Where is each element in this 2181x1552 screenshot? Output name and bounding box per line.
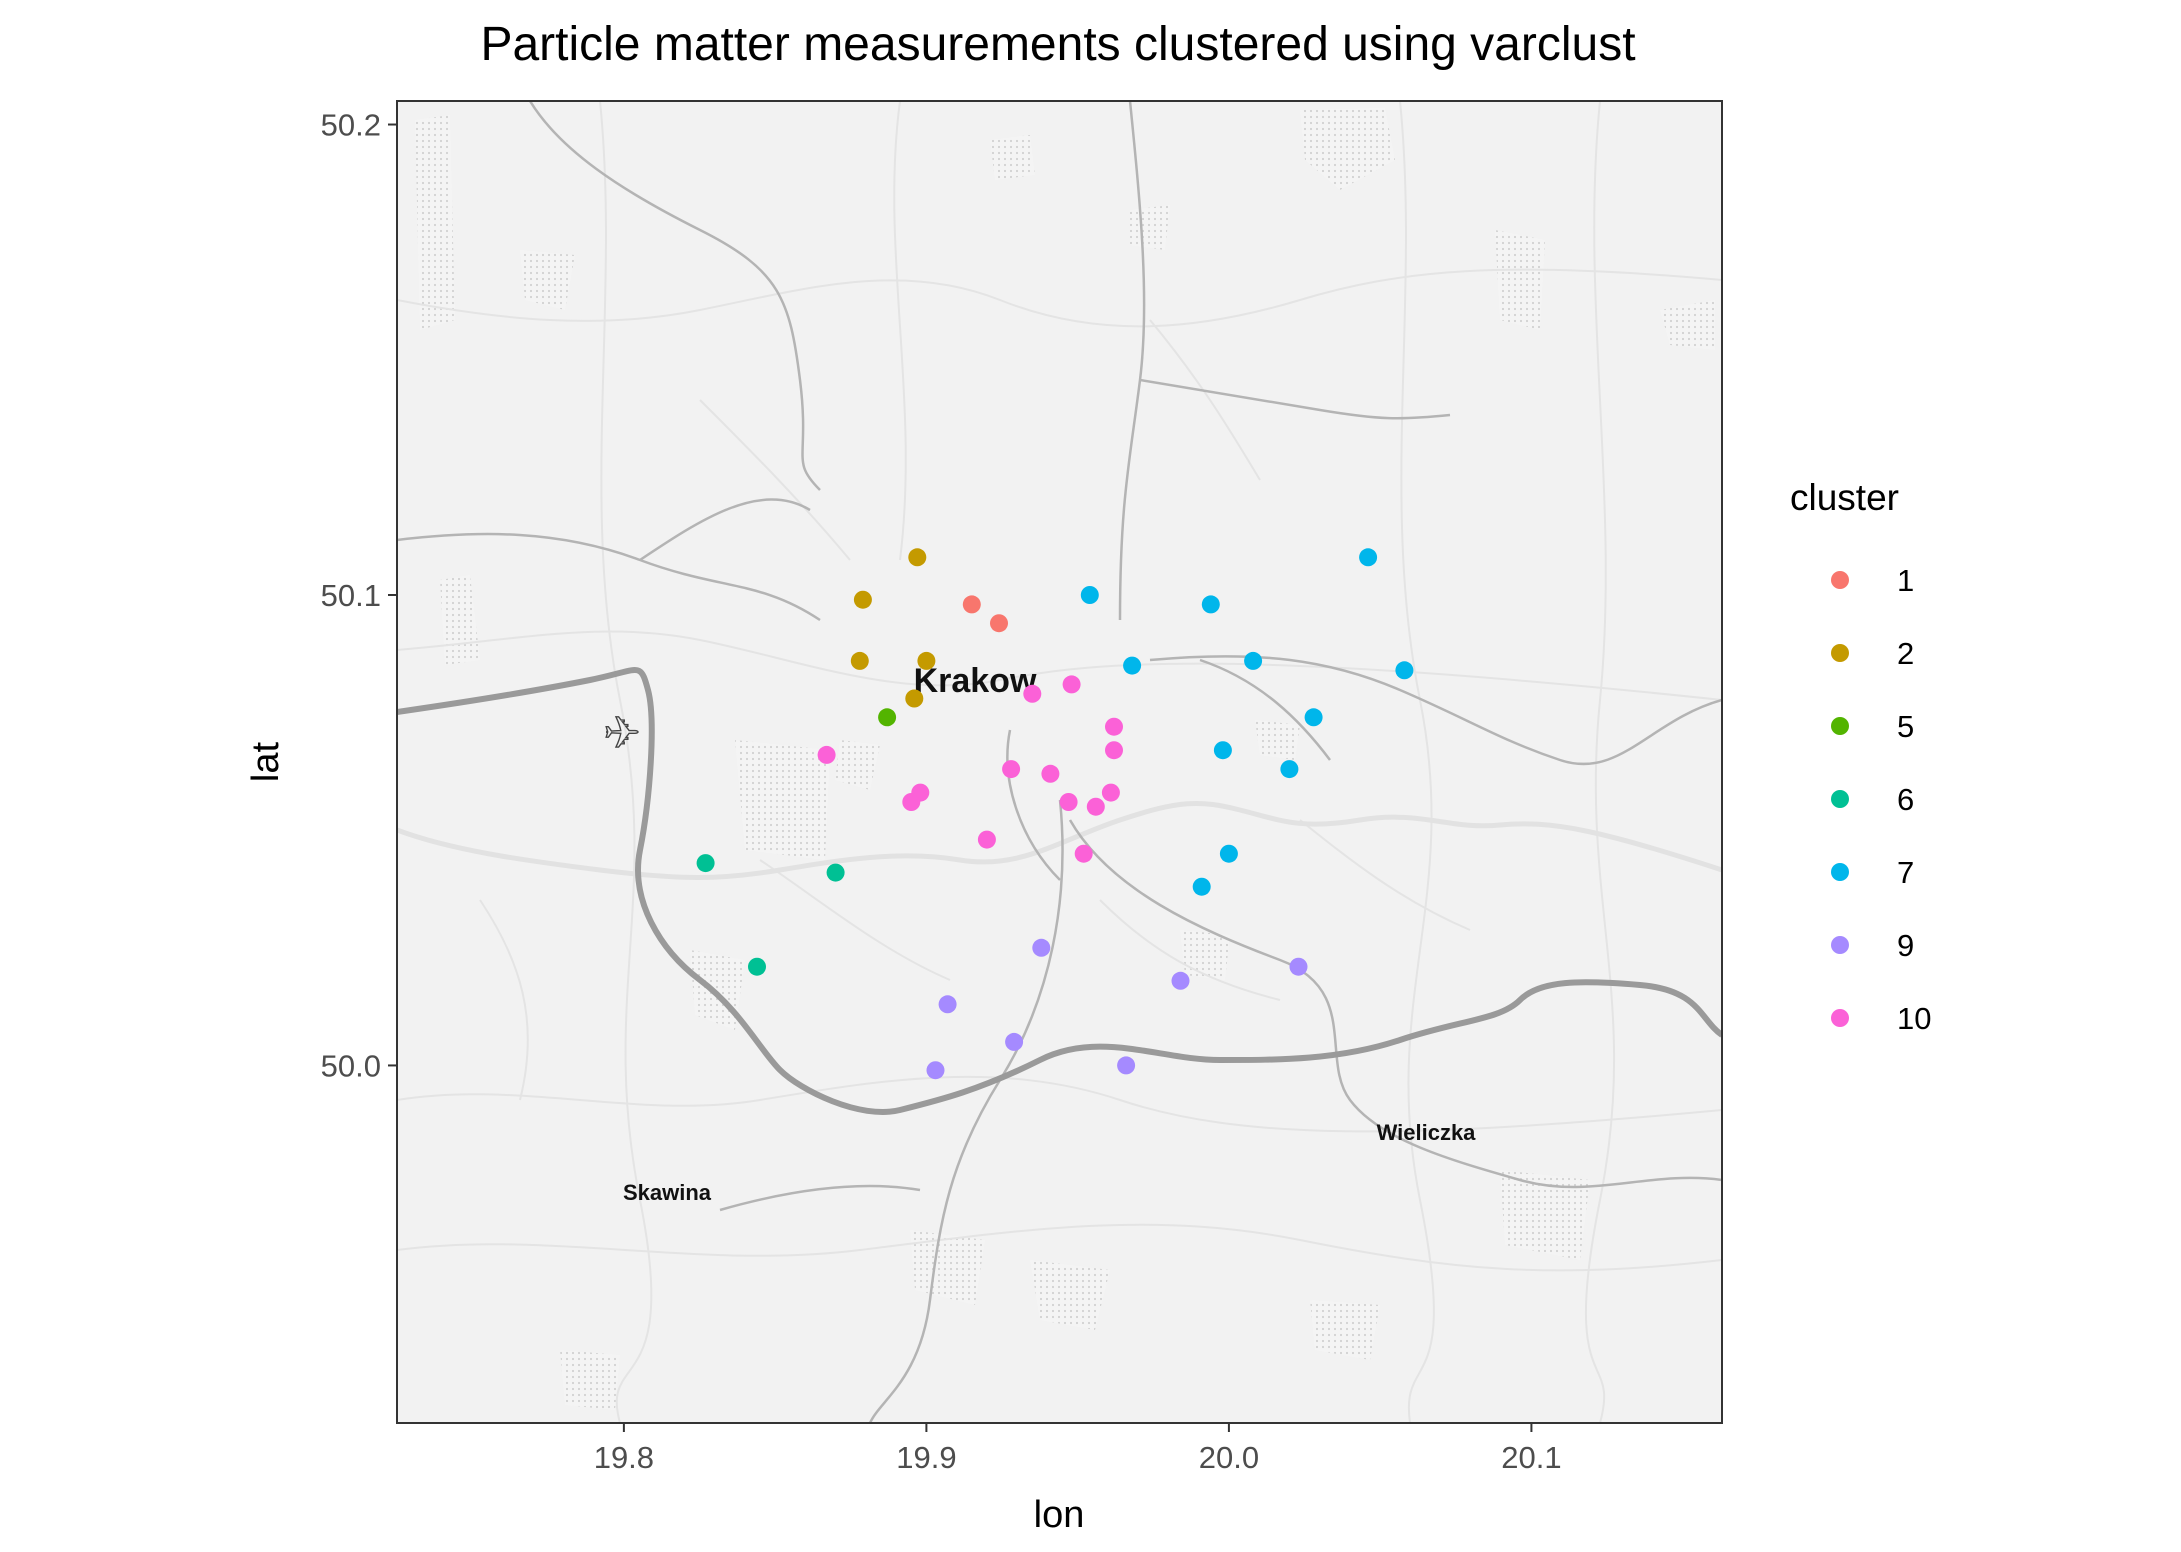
point-cluster-2-3: [917, 651, 936, 670]
minor-roads: [397, 101, 1722, 1423]
point-cluster-10-11: [1086, 797, 1105, 816]
legend-label-2: 2: [1897, 636, 1914, 671]
point-cluster-7-7: [1213, 741, 1232, 760]
chart-title: Particle matter measurements clustered u…: [480, 18, 1635, 71]
point-cluster-10-12: [977, 830, 996, 849]
point-cluster-2-1: [853, 590, 872, 609]
legend-label-7: 7: [1897, 855, 1914, 890]
legend-key-7: [1831, 863, 1849, 881]
place-label-skawina: Skawina: [623, 1180, 712, 1205]
x-tick-label: 19.9: [896, 1440, 956, 1475]
point-cluster-10-8: [1101, 783, 1120, 802]
point-cluster-6-2: [748, 957, 766, 976]
x-tick-label: 20.0: [1199, 1440, 1259, 1475]
x-axis-title: lon: [1034, 1494, 1085, 1536]
point-cluster-9-4: [1005, 1032, 1024, 1051]
point-cluster-1-0: [962, 595, 981, 614]
x-axis: 19.8 19.9 20.0 20.1: [594, 1423, 1562, 1475]
point-cluster-1-1: [990, 614, 1008, 633]
point-cluster-7-8: [1280, 760, 1299, 779]
y-tick-label: 50.2: [321, 108, 381, 143]
point-cluster-10-10: [1059, 793, 1078, 811]
legend-key-10: [1831, 1009, 1849, 1027]
point-cluster-10-2: [1105, 717, 1123, 736]
x-tick-label: 19.8: [594, 1440, 654, 1475]
point-cluster-10-6: [1041, 764, 1060, 783]
river: [397, 800, 1722, 880]
legend-label-6: 6: [1897, 782, 1914, 817]
point-cluster-10-0: [1062, 675, 1081, 694]
legend-label-9: 9: [1897, 928, 1914, 963]
points-layer: [696, 548, 1414, 1080]
legend-label-10: 10: [1897, 1001, 1931, 1036]
legend-title: cluster: [1790, 477, 1899, 518]
point-cluster-2-4: [905, 689, 924, 708]
point-cluster-7-3: [1123, 656, 1142, 675]
point-cluster-9-6: [1117, 1056, 1136, 1075]
point-cluster-9-2: [1171, 971, 1190, 990]
x-tick-label: 20.1: [1501, 1440, 1561, 1475]
legend-label-5: 5: [1897, 709, 1914, 744]
point-cluster-10-9: [902, 793, 921, 811]
point-cluster-5-0: [878, 708, 897, 727]
y-axis-title: lat: [245, 741, 287, 782]
legend-key-1: [1831, 571, 1849, 589]
point-cluster-9-5: [926, 1061, 945, 1080]
y-tick-label: 50.0: [321, 1048, 381, 1083]
airplane-icon: ✈: [604, 709, 641, 758]
point-cluster-7-6: [1304, 708, 1323, 727]
map-panel: ✈ Krakow Skawina Wieliczka: [396, 100, 1723, 1424]
point-cluster-7-4: [1244, 651, 1263, 670]
point-cluster-10-4: [817, 745, 836, 764]
legend-key-6: [1831, 790, 1849, 808]
legend-key-5: [1831, 717, 1849, 735]
point-cluster-10-1: [1023, 684, 1042, 703]
point-cluster-2-0: [908, 548, 927, 567]
point-cluster-7-1: [1080, 586, 1099, 604]
legend-key-9: [1831, 936, 1849, 954]
point-cluster-7-9: [1219, 844, 1238, 863]
point-cluster-10-3: [1105, 741, 1123, 760]
point-cluster-7-0: [1359, 548, 1378, 567]
main-roads: [397, 101, 1722, 1423]
legend-label-1: 1: [1897, 563, 1914, 598]
y-tick-label: 50.1: [321, 578, 381, 613]
point-cluster-7-5: [1395, 661, 1414, 680]
point-cluster-9-0: [1032, 938, 1051, 957]
legend-key-2: [1831, 644, 1849, 662]
map-background: [397, 101, 1722, 1423]
point-cluster-6-0: [696, 854, 715, 873]
motorway: [397, 667, 1722, 1115]
point-cluster-9-3: [938, 995, 957, 1014]
point-cluster-2-2: [850, 651, 869, 670]
point-cluster-9-1: [1289, 957, 1308, 976]
point-cluster-7-10: [1192, 877, 1211, 896]
legend: cluster 1 2 5 6 7 9 10: [1790, 477, 1931, 1036]
place-label-wieliczka: Wieliczka: [1377, 1120, 1477, 1145]
point-cluster-10-13: [1074, 844, 1093, 863]
place-label-krakow: Krakow: [914, 662, 1037, 700]
point-cluster-7-2: [1201, 595, 1220, 614]
point-cluster-10-5: [1002, 760, 1021, 779]
forest-areas: [415, 108, 1715, 1410]
basemap: ✈ Krakow Skawina Wieliczka: [397, 101, 1722, 1423]
panel-border: [396, 100, 1723, 1424]
point-cluster-6-1: [826, 863, 845, 882]
y-axis: 50.0 50.1 50.2: [321, 108, 397, 1083]
